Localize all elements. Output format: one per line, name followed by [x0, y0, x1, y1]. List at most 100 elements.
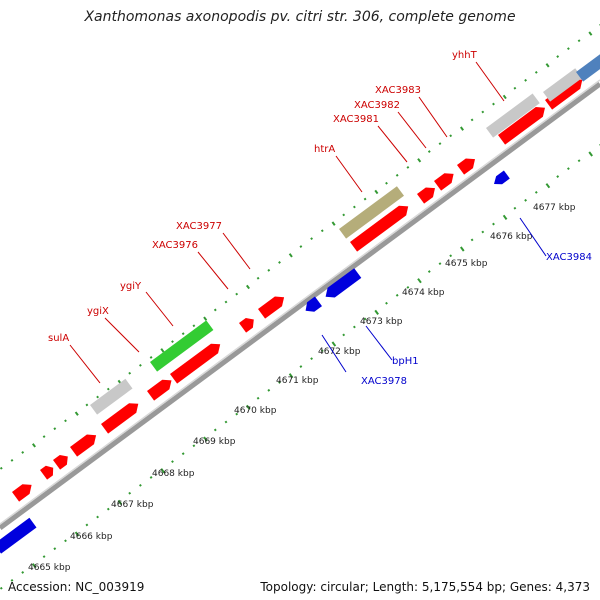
- cds-feature[interactable]: [545, 79, 583, 110]
- kbp-label: 4665 kbp: [28, 563, 71, 573]
- tick-mark: [267, 268, 271, 272]
- gene-label[interactable]: ygiX: [87, 306, 109, 317]
- gene-label[interactable]: XAC3982: [354, 100, 400, 111]
- highlighted-gene-feature[interactable]: [150, 320, 214, 372]
- tick-mark: [0, 466, 3, 470]
- tick-mark: [0, 586, 3, 590]
- gene-label[interactable]: yhhT: [452, 50, 478, 61]
- cds-feature[interactable]: [12, 484, 32, 502]
- cds-feature[interactable]: [417, 187, 435, 204]
- outer-tick-track: [0, 24, 600, 470]
- leader-line: [222, 232, 251, 270]
- tick-mark: [299, 245, 303, 248]
- tick-mark: [566, 47, 570, 51]
- gene-label[interactable]: XAC3983: [375, 85, 421, 96]
- tick-mark: [470, 238, 474, 242]
- tick-mark: [267, 388, 271, 392]
- tick-mark: [588, 31, 593, 36]
- kbp-label: 4667 kbp: [111, 500, 154, 510]
- leader-line: [335, 155, 363, 193]
- rna-gene-feature[interactable]: [543, 68, 583, 102]
- tick-mark: [395, 293, 399, 297]
- gene-label[interactable]: ygiY: [120, 281, 142, 292]
- tick-mark: [171, 460, 174, 463]
- kbp-label: 4666 kbp: [70, 532, 113, 542]
- cds-feature[interactable]: [40, 465, 54, 480]
- tick-mark: [331, 341, 337, 347]
- cds-feature[interactable]: [70, 434, 97, 457]
- gene-label[interactable]: XAC3976: [152, 240, 198, 251]
- tick-mark: [427, 270, 431, 273]
- tick-mark: [513, 86, 517, 90]
- tick-mark: [556, 55, 560, 58]
- reverse-cds-feature[interactable]: [325, 268, 362, 298]
- leader-line: [69, 344, 101, 384]
- gene-label[interactable]: XAC3981: [333, 114, 379, 125]
- leader-line: [197, 251, 229, 290]
- tick-mark: [363, 197, 367, 201]
- leader-line: [519, 217, 547, 257]
- tick-mark: [21, 571, 25, 574]
- tick-mark: [192, 444, 196, 448]
- tick-mark: [288, 373, 294, 379]
- tick-mark: [406, 286, 410, 289]
- genome-summary-text: Topology: circular; Length: 5,175,554 bp…: [260, 580, 590, 594]
- tick-mark: [64, 539, 67, 543]
- tick-mark: [149, 476, 153, 479]
- kbp-ruler: 4665 kbp 4666 kbp 4667 kbp 4668 kbp 4669 kbp…: [28, 203, 576, 573]
- tick-mark: [181, 452, 185, 456]
- feature-track: [0, 48, 600, 554]
- tick-mark: [534, 70, 538, 74]
- kbp-label: 4669 kbp: [193, 437, 236, 447]
- reverse-cds-feature[interactable]: [494, 170, 510, 185]
- gene-label[interactable]: sulA: [48, 333, 69, 344]
- gene-label[interactable]: XAC3977: [176, 221, 222, 232]
- rna-gene-feature[interactable]: [90, 378, 133, 415]
- tick-mark: [438, 262, 442, 266]
- cds-feature[interactable]: [457, 158, 475, 175]
- tick-mark: [438, 142, 442, 146]
- blue-gray-gene-feature[interactable]: [576, 48, 600, 82]
- tick-mark: [203, 436, 208, 442]
- cds-feature[interactable]: [239, 318, 254, 333]
- tick-mark: [117, 499, 123, 505]
- tick-mark: [235, 412, 239, 416]
- tick-mark: [171, 340, 174, 343]
- tick-mark: [459, 126, 464, 131]
- cds-feature[interactable]: [53, 455, 68, 470]
- tick-mark: [502, 94, 507, 100]
- gene-labels: sulA ygiX ygiY XAC3976 XAC3977 htrA XAC3981 XAC…: [48, 50, 592, 387]
- tick-mark: [459, 246, 465, 252]
- tick-mark: [74, 411, 79, 416]
- cds-feature[interactable]: [434, 173, 454, 191]
- htra-gene-feature[interactable]: [339, 186, 404, 239]
- tick-mark: [128, 491, 132, 495]
- tick-mark: [588, 151, 593, 157]
- tick-mark: [374, 309, 379, 315]
- tick-mark: [10, 458, 14, 462]
- tick-mark: [21, 451, 25, 454]
- gene-label[interactable]: bpH1: [392, 356, 419, 367]
- cds-feature[interactable]: [170, 343, 221, 384]
- leader-line: [321, 334, 347, 373]
- gene-label[interactable]: htrA: [314, 144, 335, 155]
- cds-feature[interactable]: [147, 379, 172, 401]
- gene-label[interactable]: XAC3978: [361, 376, 407, 387]
- tick-mark: [213, 428, 217, 432]
- reverse-cds-feature[interactable]: [0, 517, 37, 554]
- cds-feature[interactable]: [350, 205, 409, 252]
- cds-feature[interactable]: [498, 107, 545, 145]
- tick-mark: [42, 555, 46, 559]
- cds-feature[interactable]: [258, 296, 285, 319]
- tick-mark: [342, 333, 346, 337]
- tick-mark: [10, 578, 14, 582]
- rna-gene-feature[interactable]: [486, 93, 540, 138]
- leader-line: [397, 111, 427, 149]
- cds-feature[interactable]: [101, 403, 139, 434]
- tick-mark: [245, 284, 250, 290]
- tick-mark: [556, 175, 560, 178]
- tick-mark: [74, 531, 80, 537]
- gene-label[interactable]: XAC3984: [546, 252, 592, 263]
- reverse-cds-feature[interactable]: [305, 296, 322, 312]
